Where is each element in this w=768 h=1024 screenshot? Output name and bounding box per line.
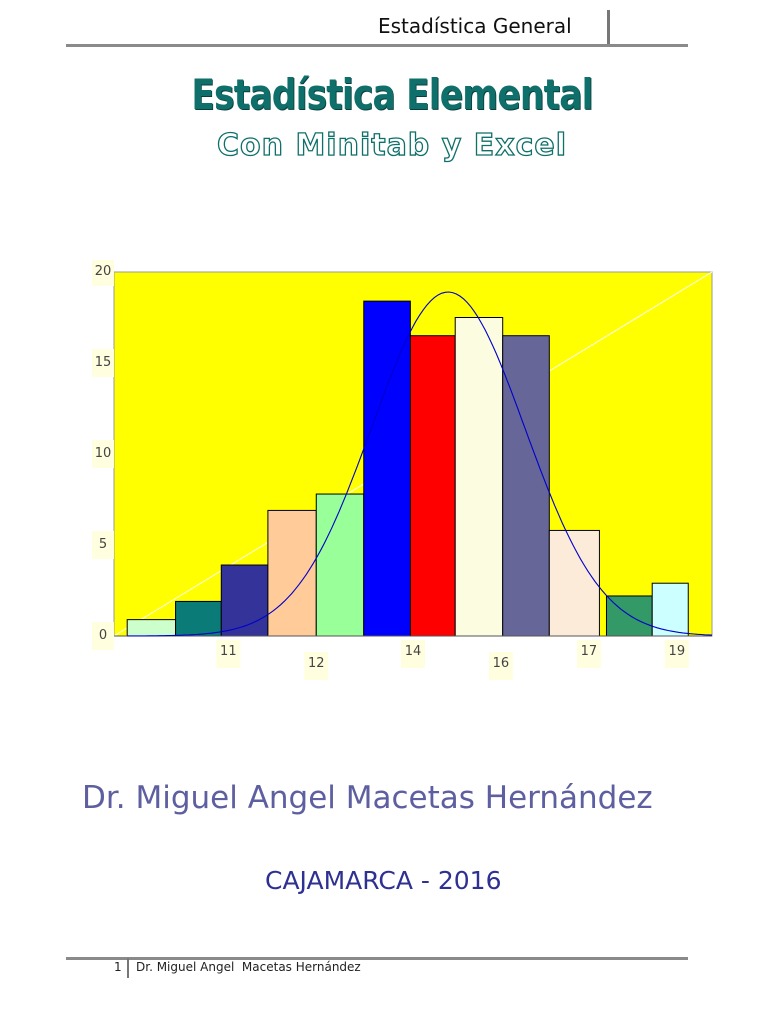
histogram-bar-10 [548,529,600,637]
page-title: Estadística Elemental [191,70,593,119]
header-rule [66,44,688,47]
y-tick-label-3: 15 [95,355,112,370]
footer-rule [66,957,688,960]
x-tick-label-1: 12 [308,656,325,671]
author-name: Dr. Miguel Angel Macetas Hernández [82,780,653,816]
x-tick-label-bg-1 [304,652,329,680]
histogram-bar-8 [454,317,504,637]
histogram-bar-7 [409,335,456,637]
x-tick-label-5: 19 [669,644,686,659]
y-tick-label-bg-1 [92,531,114,559]
header-divider [607,10,610,46]
header-title: Estadística General [378,14,572,38]
y-tick-label-bg-0 [92,622,114,650]
city-year: CAJAMARCA - 2016 [265,866,502,895]
x-tick-label-bg-4 [576,640,601,668]
histogram-bar-5 [315,493,365,637]
x-tick-label-2: 14 [405,644,422,659]
x-tick-label-bg-2 [401,640,425,668]
y-tick-label-1: 5 [99,537,107,552]
normal-curve [127,291,713,637]
footer-author: Dr. Miguel Angel Macetas Hernández [136,960,361,974]
histogram-chart: 0 5 10 15 20 11 12 14 16 17 19 [92,260,713,680]
histogram-bar-4 [267,509,317,637]
histogram-bar-3 [220,564,269,637]
y-tick-label-4: 20 [95,264,112,279]
y-tick-label-bg-3 [92,349,114,377]
x-tick-label-bg-5 [664,640,689,668]
histogram-bar-6 [363,300,411,637]
footer-divider [127,958,129,978]
y-tick-label-bg-2 [92,440,114,468]
x-tick-label-3: 16 [493,656,510,671]
x-tick-label-bg-0 [216,640,241,668]
histogram-bar-2 [175,600,222,637]
footer-page-number: 1 [114,960,122,974]
x-tick-label-bg-3 [488,652,513,680]
y-tick-label-0: 0 [99,628,107,643]
histogram-bar-1 [126,619,177,637]
x-tick-label-4: 17 [581,644,598,659]
y-tick-label-2: 10 [95,446,112,461]
y-tick-label-bg-4 [92,260,114,286]
page-subtitle: Con Minitab y Excel [216,127,567,163]
histogram-bar-9 [502,335,550,637]
x-tick-label-0: 11 [220,644,237,659]
